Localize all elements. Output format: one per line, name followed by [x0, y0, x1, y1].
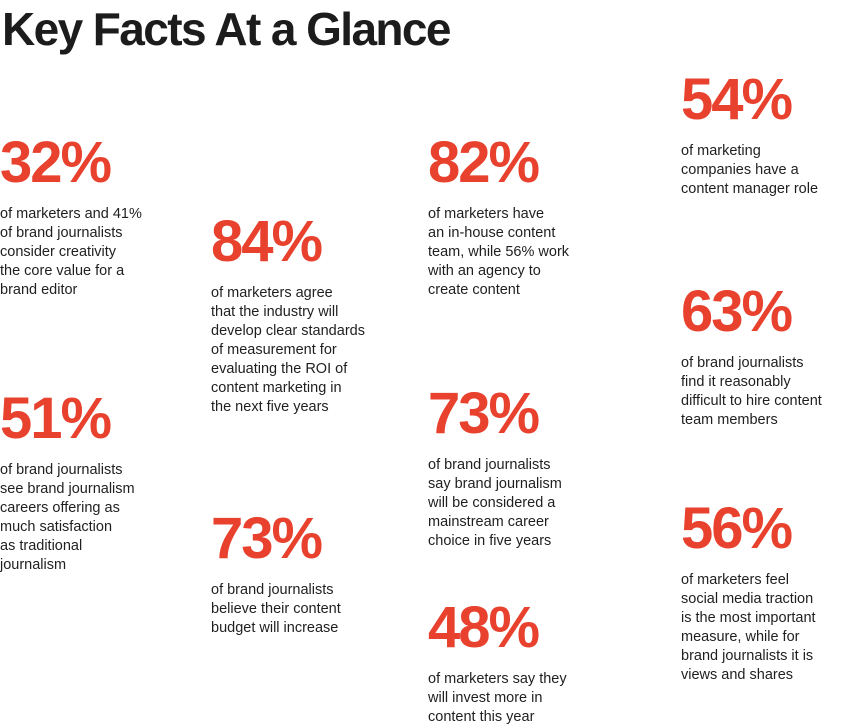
- fact-description: of marketers have an in-house content te…: [428, 206, 570, 298]
- page-title: Key Facts At a Glance: [2, 3, 452, 55]
- fact-description: of marketers say they will invest more i…: [428, 671, 567, 725]
- fact-stat: 73%: [211, 506, 323, 571]
- fact-description: of marketers and 41% of brand journalist…: [0, 206, 142, 298]
- fact-stat: 51%: [0, 386, 112, 451]
- fact-card: 82% of marketers have an in-house conten…: [428, 133, 638, 300]
- fact-card: 63% of brand journalists find it reasona…: [681, 282, 841, 430]
- fact-card: 56% of marketers feel social media tract…: [681, 499, 841, 685]
- fact-stat: 82%: [428, 130, 540, 195]
- fact-description: of marketing companies have a content ma…: [681, 143, 819, 197]
- fact-card: 73% of brand journalists believe their c…: [211, 509, 411, 638]
- fact-card: 84% of marketers agree that the industry…: [211, 212, 411, 417]
- fact-stat: 48%: [428, 595, 540, 660]
- fact-card: 73% of brand journalists say brand journ…: [428, 384, 638, 551]
- fact-card: 48% of marketers say they will invest mo…: [428, 598, 638, 727]
- fact-description: of brand journalists believe their conte…: [211, 582, 341, 636]
- fact-description: of brand journalists say brand journalis…: [428, 457, 562, 549]
- fact-stat: 56%: [681, 496, 793, 561]
- fact-card: 54% of marketing companies have a conten…: [681, 70, 841, 199]
- fact-stat: 84%: [211, 209, 323, 274]
- fact-card: 32% of marketers and 41% of brand journa…: [0, 133, 200, 300]
- fact-stat: 54%: [681, 67, 793, 132]
- fact-stat: 63%: [681, 279, 793, 344]
- fact-description: of marketers feel social media traction …: [681, 572, 816, 683]
- fact-description: of brand journalists see brand journalis…: [0, 462, 135, 573]
- fact-description: of brand journalists find it reasonably …: [681, 355, 822, 428]
- fact-stat: 73%: [428, 381, 540, 446]
- fact-stat: 32%: [0, 130, 112, 195]
- fact-card: 51% of brand journalists see brand journ…: [0, 389, 200, 575]
- fact-description: of marketers agree that the industry wil…: [211, 285, 365, 415]
